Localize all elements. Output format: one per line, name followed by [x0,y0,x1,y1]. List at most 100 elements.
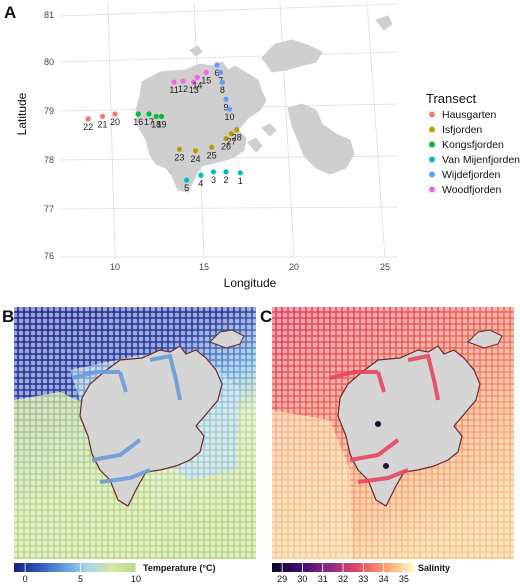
colorbar-tick-label: 29 [277,574,287,584]
lon-tick-15: 15 [199,262,209,272]
legend: Transect Hausgarten Isfjorden Kongsfjorden… [426,91,520,196]
station-point [223,96,229,102]
svalbard-land [135,15,393,193]
station-label: 28 [232,133,242,143]
colorbar-tick-label: 32 [338,574,348,584]
station-label: 4 [198,178,203,188]
station-point [228,131,234,137]
station-point [171,79,177,85]
station-point [112,111,118,117]
station-point [184,177,190,183]
station-label: 2 [223,175,228,185]
colorbar-c-title: Salinity [418,563,450,573]
lat-tick-81: 81 [44,10,54,20]
colorbar-tick-label: 31 [318,574,328,584]
station-label: 16 [133,117,143,127]
station-label: 1 [238,176,243,186]
station-label: 6 [215,68,220,78]
station-point [203,69,209,75]
lat-tick-76: 76 [44,251,54,261]
station-point [226,106,233,112]
colorbar-tick-label: 0 [23,574,28,584]
panel-c-letter: C [260,307,272,326]
station-point [176,146,183,152]
station-label: 27 [226,137,236,147]
lon-tick-20: 20 [289,262,299,272]
legend-label: Kongsfjorden [442,139,504,151]
lat-tick-80: 80 [44,57,54,67]
station-point [85,116,91,122]
station-point [153,113,159,120]
station-label: 25 [207,150,217,160]
station-label: 3 [211,175,216,185]
station-label: 10 [225,112,235,122]
station-point [198,172,204,178]
panel-c [272,307,514,559]
colorbar-tick-label: 30 [297,574,307,584]
station-label: 15 [201,75,211,85]
station-label: 19 [157,119,167,129]
nordaustlandet-c [467,329,503,349]
transect-c [329,353,440,484]
station-point [99,113,106,120]
legend-key [429,111,435,118]
station-label: 13 [189,85,199,95]
station-point [223,169,229,175]
station-point [192,148,199,154]
colorbar-b-ticks: 0 5 10 [23,563,141,584]
station-point [180,78,186,84]
colorbar-tick-label: 5 [78,574,83,584]
station-point [158,113,165,120]
station-label: 12 [178,84,188,94]
station-label: 18 [151,119,161,129]
station-point [209,144,215,150]
station-label: 14 [192,80,202,90]
legend-label: Isfjorden [442,124,482,136]
station-label: 23 [174,152,184,162]
y-axis-title: Latitude [15,92,29,135]
panel-b-letter: B [2,307,14,326]
x-axis-title: Longitude [224,276,277,290]
low-salinity-station [383,463,389,469]
colorbar-c: 29 30 31 32 33 34 35 Salinity [272,563,450,584]
graticule [59,1,399,259]
lon-tick-25: 25 [380,262,390,272]
station-point [135,111,141,117]
legend-items: Hausgarten Isfjorden Kongsfjorden Van Mijen… [429,109,520,196]
stations: 2021222324252627281617181912345678910111… [83,62,243,193]
station-label: 11 [169,85,178,95]
station-label: 22 [83,122,93,132]
legend-key [429,126,435,133]
station-label: 26 [221,142,231,152]
panel-a: 81 80 79 78 77 76 10 15 20 25 Longitude … [15,1,520,290]
station-point [214,62,220,68]
colorbar-tick-label: 33 [358,574,368,584]
lat-tick-79: 79 [44,106,54,116]
colorbar-tick-label: 34 [379,574,389,584]
station-point [218,69,224,75]
colorbar-b: 0 5 10 Temperature (°C) [14,563,215,584]
legend-key [429,186,435,193]
svalbard-map-c [337,345,481,507]
station-point [210,169,217,175]
station-label: 8 [220,85,225,95]
legend-label: Woodfjorden [442,184,502,196]
lon-tick-10: 10 [110,262,120,272]
station-point [237,170,243,176]
station-point [194,74,200,80]
legend-title: Transect [426,91,476,106]
legend-key [429,156,435,163]
lat-tick-77: 77 [44,204,54,214]
nordaustlandet-b [209,329,245,349]
station-label: 20 [110,117,120,127]
svalbard-map-b [79,345,223,507]
station-point [223,135,229,142]
panel-a-letter: A [4,3,16,22]
station-label: 21 [97,119,107,129]
lat-tick-78: 78 [44,155,54,165]
colorbar-tick-label: 10 [131,574,141,584]
station-point [219,79,225,85]
legend-key [429,141,435,148]
station-label: 5 [184,183,189,193]
